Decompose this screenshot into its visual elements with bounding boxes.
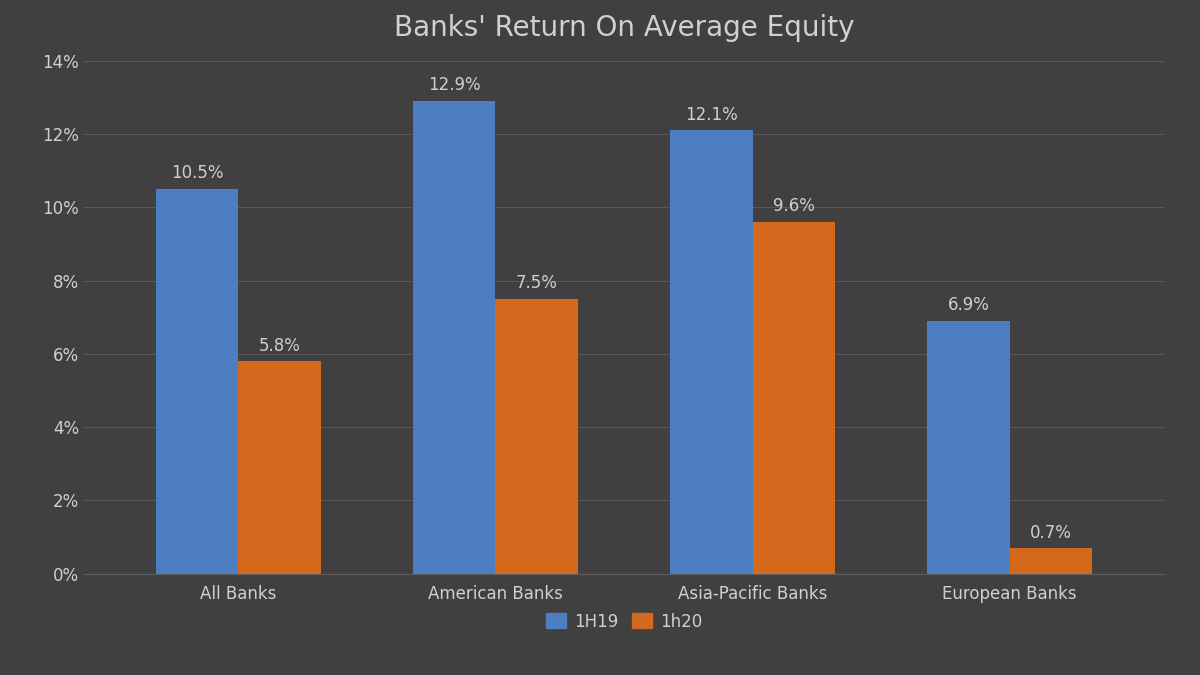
Bar bbox=[928, 321, 1009, 574]
Bar bbox=[496, 299, 577, 574]
Text: 5.8%: 5.8% bbox=[258, 337, 300, 354]
Bar bbox=[239, 361, 320, 574]
Text: 12.1%: 12.1% bbox=[685, 106, 738, 124]
Bar bbox=[1009, 548, 1092, 574]
Text: 9.6%: 9.6% bbox=[773, 197, 815, 215]
Bar bbox=[156, 189, 239, 574]
Text: 12.9%: 12.9% bbox=[428, 76, 480, 95]
Bar bbox=[413, 101, 496, 574]
Bar bbox=[671, 130, 752, 574]
Text: 0.7%: 0.7% bbox=[1030, 524, 1072, 541]
Title: Banks' Return On Average Equity: Banks' Return On Average Equity bbox=[394, 14, 854, 42]
Text: 10.5%: 10.5% bbox=[170, 165, 223, 182]
Bar bbox=[752, 222, 835, 574]
Text: 6.9%: 6.9% bbox=[948, 296, 990, 315]
Text: 7.5%: 7.5% bbox=[516, 274, 558, 292]
Legend: 1H19, 1h20: 1H19, 1h20 bbox=[539, 606, 709, 637]
